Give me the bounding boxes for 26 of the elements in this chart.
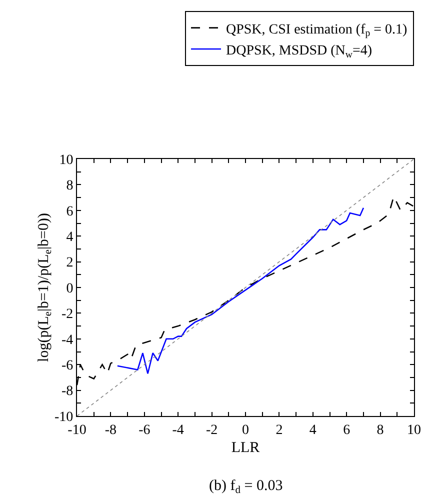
- x-tick-label: 8: [376, 422, 384, 438]
- x-tick-label: 2: [276, 422, 283, 438]
- line-series: [116, 207, 364, 374]
- x-tick-label: 4: [309, 422, 316, 438]
- x-tick-label: -6: [138, 422, 150, 438]
- x-axis-title: LLR: [231, 440, 260, 456]
- y-tick-label: -4: [62, 332, 74, 348]
- y-tick-label: 2: [66, 256, 74, 271]
- y-tick-label: 10: [59, 152, 74, 168]
- text: (b) f$_{d}$ = 0.03: [209, 478, 283, 496]
- x-tick-label: 10: [407, 422, 421, 438]
- y-tick-label: -8: [62, 384, 74, 400]
- x-tick-label: 0: [242, 422, 249, 438]
- x-tick-label: 6: [343, 422, 350, 438]
- x-tick-label: -4: [172, 422, 184, 438]
- y-tick-label: 8: [66, 178, 74, 194]
- y-tick-label: -10: [54, 410, 74, 425]
- legend-label: DQPSK, MSDSD (N$_{w}$=4): [226, 43, 372, 60]
- y-tick-label: 4: [66, 230, 74, 245]
- legend-label: QPSK, CSI estimation (f$_{p}$ = 0.1): [226, 22, 408, 40]
- y-tick-label: 6: [66, 204, 74, 220]
- y-tick-label: 0: [66, 281, 74, 296]
- x-tick-label: -8: [104, 422, 117, 438]
- x-tick-label: -2: [206, 422, 218, 438]
- y-tick-label: -6: [62, 358, 74, 374]
- y-tick-label: -2: [62, 307, 74, 322]
